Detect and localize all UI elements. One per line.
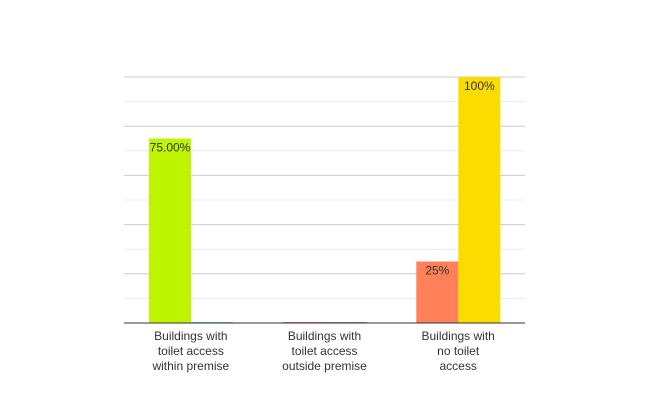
data-label-0-0: 75.00% (150, 141, 191, 155)
bar-2-1 (458, 77, 501, 323)
data-label-2-1: 100% (464, 79, 495, 93)
category-labels: Buildings with toilet access within premis… (151, 329, 494, 373)
category-label-0: Buildings with toilet access within premis… (151, 329, 229, 373)
bar-0-0 (149, 138, 191, 323)
data-labels: 75.00% 25% 100% (150, 79, 495, 278)
category-label-1: Buildings with toilet access outside premi… (282, 329, 367, 373)
data-label-2-0: 25% (425, 264, 449, 278)
category-label-2: Buildings with no toilet access (421, 329, 494, 373)
bar-2-0 (416, 261, 459, 323)
